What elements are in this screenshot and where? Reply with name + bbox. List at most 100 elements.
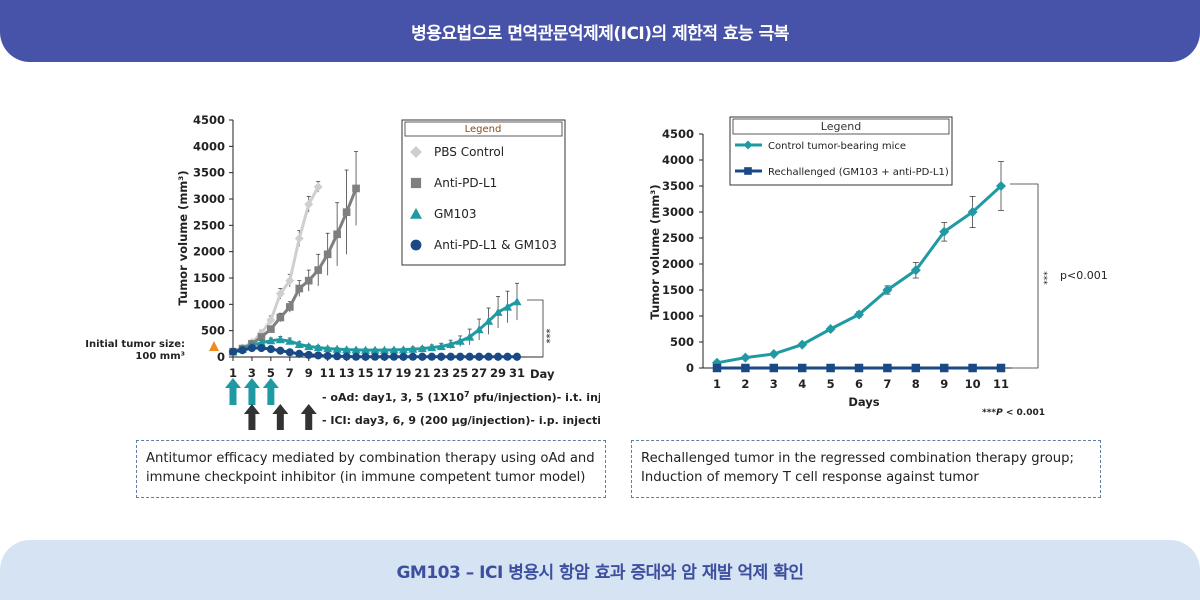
legend-label: GM103 bbox=[434, 207, 477, 221]
legend-marker bbox=[744, 167, 752, 175]
pvalue-footnote: ***P < 0.001 bbox=[982, 408, 1045, 418]
ici-injection-arrow bbox=[243, 404, 260, 430]
series-control-tumor-bearing-mice bbox=[712, 161, 1006, 368]
data-point bbox=[512, 352, 522, 361]
data-point bbox=[389, 345, 399, 354]
header-banner: 병용요법으로 면역관문억제제(ICI)의 제한적 효능 극복 bbox=[0, 0, 1200, 62]
data-point bbox=[797, 339, 808, 350]
oad-schedule-text: - oAd: day1, 3, 5 (1X107 pfu/injection)-… bbox=[322, 390, 600, 404]
x-tick-label: 1 bbox=[713, 377, 721, 391]
significance-stars: *** bbox=[1043, 271, 1053, 285]
data-point bbox=[285, 303, 294, 311]
data-point bbox=[370, 352, 380, 361]
x-tick-label: 1 bbox=[229, 366, 237, 380]
legend-marker bbox=[410, 208, 422, 219]
data-point bbox=[996, 181, 1006, 191]
data-point bbox=[295, 349, 304, 358]
data-point bbox=[446, 339, 456, 348]
data-point bbox=[939, 363, 949, 373]
data-point bbox=[266, 336, 276, 345]
data-point bbox=[257, 333, 266, 341]
data-point bbox=[323, 250, 332, 259]
data-point bbox=[323, 351, 332, 360]
data-point bbox=[939, 226, 950, 237]
data-point bbox=[294, 339, 304, 348]
data-point bbox=[351, 345, 361, 354]
data-point bbox=[503, 302, 513, 311]
y-tick-label: 4500 bbox=[662, 127, 694, 141]
data-point bbox=[257, 343, 266, 353]
y-tick-label: 2000 bbox=[193, 245, 225, 259]
y-tick-label: 2500 bbox=[662, 231, 694, 245]
data-point bbox=[854, 309, 864, 320]
x-tick-label: 23 bbox=[433, 366, 449, 380]
data-point bbox=[826, 363, 835, 373]
y-tick-label: 4500 bbox=[193, 113, 225, 127]
x-tick-label: 13 bbox=[339, 366, 355, 380]
y-tick-label: 4000 bbox=[662, 153, 694, 167]
data-point bbox=[389, 352, 398, 361]
x-tick-label: 6 bbox=[855, 377, 863, 391]
y-tick-label: 0 bbox=[686, 361, 694, 375]
y-tick-label: 4000 bbox=[193, 139, 225, 153]
data-point bbox=[314, 351, 323, 360]
oad-injection-arrow bbox=[243, 378, 260, 405]
data-point bbox=[304, 350, 313, 359]
footer-banner: GM103 – ICI 병용시 항암 효과 증대와 암 재발 억제 확인 bbox=[0, 540, 1200, 600]
data-point bbox=[285, 276, 295, 286]
data-point bbox=[228, 347, 238, 356]
x-axis-label: Day bbox=[530, 367, 555, 381]
oad-injection-arrow-shape bbox=[262, 378, 279, 405]
data-point bbox=[247, 343, 256, 353]
pvalue-label: p<0.001 bbox=[1060, 269, 1108, 282]
y-tick-label: 1500 bbox=[662, 283, 694, 297]
series-line bbox=[716, 184, 1003, 365]
data-point bbox=[276, 313, 285, 322]
data-point bbox=[295, 284, 304, 293]
y-tick-label: 2500 bbox=[193, 218, 225, 232]
x-tick-label: 21 bbox=[414, 366, 430, 380]
data-point bbox=[267, 325, 275, 333]
data-point bbox=[475, 352, 484, 361]
legend-label: Control tumor-bearing mice bbox=[768, 141, 906, 152]
data-point bbox=[474, 325, 484, 334]
ici-injection-arrow bbox=[300, 404, 317, 430]
x-tick-label: 5 bbox=[267, 366, 275, 380]
data-point bbox=[333, 230, 341, 239]
initial-size-label-2: 100 mm³ bbox=[135, 351, 185, 362]
x-tick-label: 9 bbox=[305, 366, 313, 380]
x-tick-label: 2 bbox=[741, 377, 749, 391]
x-tick-label: 31 bbox=[509, 366, 525, 380]
x-tick-label: 11 bbox=[993, 377, 1009, 391]
y-tick-label: 3000 bbox=[193, 192, 225, 206]
ici-injection-arrow-shape bbox=[243, 404, 260, 430]
legend-label: Anti-PD-L1 bbox=[434, 176, 497, 190]
oad-injection-arrow bbox=[262, 378, 279, 405]
data-point bbox=[275, 289, 285, 299]
significance-stars: *** bbox=[545, 329, 556, 344]
data-point bbox=[275, 335, 285, 344]
data-point bbox=[408, 344, 418, 353]
data-point bbox=[512, 297, 522, 306]
y-axis-label: Tumor volume (mm³) bbox=[648, 184, 662, 319]
legend-marker bbox=[410, 239, 422, 251]
oad-injection-arrow-shape bbox=[225, 378, 241, 405]
data-point bbox=[342, 352, 351, 361]
y-tick-label: 3500 bbox=[662, 179, 694, 193]
x-tick-label: 9 bbox=[940, 377, 948, 391]
data-point bbox=[418, 352, 427, 361]
legend-box bbox=[401, 119, 566, 266]
legend: Legend PBS Control Anti-PD-L1 GM103 Anti-PD-… bbox=[401, 119, 566, 266]
ici-injection-arrow-shape bbox=[272, 404, 289, 430]
data-point bbox=[446, 352, 455, 361]
data-point bbox=[436, 341, 446, 351]
legend-title-box bbox=[732, 118, 950, 135]
legend-title-box bbox=[404, 121, 563, 137]
legend-marker bbox=[743, 140, 753, 150]
x-tick-label: 19 bbox=[395, 366, 411, 380]
x-tick-label: 7 bbox=[883, 377, 891, 391]
data-point bbox=[968, 363, 977, 373]
y-tick-label: 0 bbox=[217, 350, 225, 364]
initial-size-marker bbox=[209, 341, 219, 351]
